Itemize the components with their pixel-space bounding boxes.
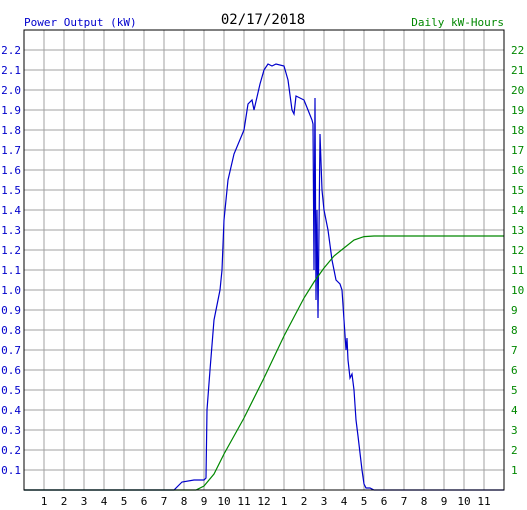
left-tick-label: 0.7	[1, 344, 21, 357]
data-series	[24, 63, 504, 491]
x-tick-label: 7	[401, 495, 408, 508]
right-tick-label: 1	[511, 464, 518, 477]
left-tick-label: 1.9	[1, 104, 21, 117]
left-axis-ticks: 0.1 0.2 0.3 0.4 0.5 0.6 0.7 0.8 0.9 1.0 1.1 1.2 1.3 1…	[1, 44, 21, 477]
x-tick-label: 12	[257, 495, 270, 508]
x-tick-label: 6	[141, 495, 148, 508]
energy-axis-title: Daily kW-Hours	[411, 16, 504, 29]
right-tick-label: 16	[511, 164, 524, 177]
left-tick-label: 2.0	[1, 84, 21, 97]
x-tick-label: 7	[161, 495, 168, 508]
right-tick-label: 4	[511, 404, 518, 417]
x-tick-label: 10	[217, 495, 230, 508]
left-tick-label: 0.4	[1, 404, 21, 417]
left-tick-label: 1.7	[1, 144, 21, 157]
daily-energy-line	[24, 235, 504, 491]
x-tick-label: 6	[381, 495, 388, 508]
x-tick-label: 3	[81, 495, 88, 508]
x-tick-label: 9	[201, 495, 208, 508]
x-tick-label: 8	[181, 495, 188, 508]
x-tick-label: 11	[477, 495, 490, 508]
left-tick-label: 1.4	[1, 204, 21, 217]
x-tick-label: 2	[61, 495, 68, 508]
left-tick-label: 1.5	[1, 184, 21, 197]
x-tick-label: 5	[361, 495, 368, 508]
grid-lines	[24, 30, 504, 490]
power-axis-title: Power Output (kW)	[24, 16, 137, 29]
left-tick-label: 0.9	[1, 304, 21, 317]
left-tick-label: 1.2	[1, 244, 21, 257]
right-tick-label: 6	[511, 364, 518, 377]
right-tick-label: 14	[511, 204, 525, 217]
left-tick-label: 2.2	[1, 44, 21, 57]
right-tick-label: 7	[511, 344, 518, 357]
x-tick-label: 10	[457, 495, 470, 508]
x-tick-label: 4	[101, 495, 108, 508]
x-tick-label: 8	[421, 495, 428, 508]
left-tick-label: 1.1	[1, 264, 21, 277]
x-axis-ticks: 1 2 3 4 5 6 7 8 9 10 11 12 1 2 3 4 5 6 7 8 9 10 11	[41, 495, 491, 508]
left-tick-label: 0.1	[1, 464, 21, 477]
right-tick-label: 20	[511, 84, 524, 97]
right-tick-label: 8	[511, 324, 518, 337]
left-tick-label: 0.5	[1, 384, 21, 397]
right-tick-label: 21	[511, 64, 524, 77]
plot-frame	[23, 29, 505, 491]
right-tick-label: 5	[511, 384, 518, 397]
right-tick-label: 18	[511, 124, 524, 137]
x-tick-label: 11	[237, 495, 250, 508]
x-tick-label: 1	[41, 495, 48, 508]
right-tick-label: 12	[511, 244, 524, 257]
left-tick-label: 0.6	[1, 364, 21, 377]
right-tick-label: 13	[511, 224, 524, 237]
left-tick-label: 2.1	[1, 64, 21, 77]
x-tick-label: 1	[281, 495, 288, 508]
right-tick-label: 10	[511, 284, 524, 297]
left-tick-label: 1.8	[1, 124, 21, 137]
x-tick-label: 9	[441, 495, 448, 508]
power-output-line	[24, 63, 504, 491]
right-tick-label: 17	[511, 144, 524, 157]
x-tick-label: 4	[341, 495, 348, 508]
left-tick-label: 0.8	[1, 324, 21, 337]
right-tick-label: 22	[511, 44, 524, 57]
x-tick-label: 3	[321, 495, 328, 508]
right-tick-label: 15	[511, 184, 524, 197]
right-tick-label: 19	[511, 104, 524, 117]
right-tick-label: 9	[511, 304, 518, 317]
x-tick-label: 2	[301, 495, 308, 508]
left-tick-label: 0.3	[1, 424, 21, 437]
left-tick-label: 1.6	[1, 164, 21, 177]
x-tick-label: 5	[121, 495, 128, 508]
chart-date-title: 02/17/2018	[221, 12, 305, 28]
right-tick-label: 2	[511, 444, 518, 457]
right-tick-label: 3	[511, 424, 518, 437]
left-tick-label: 1.0	[1, 284, 21, 297]
left-tick-label: 1.3	[1, 224, 21, 237]
left-tick-label: 0.2	[1, 444, 21, 457]
right-tick-label: 11	[511, 264, 524, 277]
